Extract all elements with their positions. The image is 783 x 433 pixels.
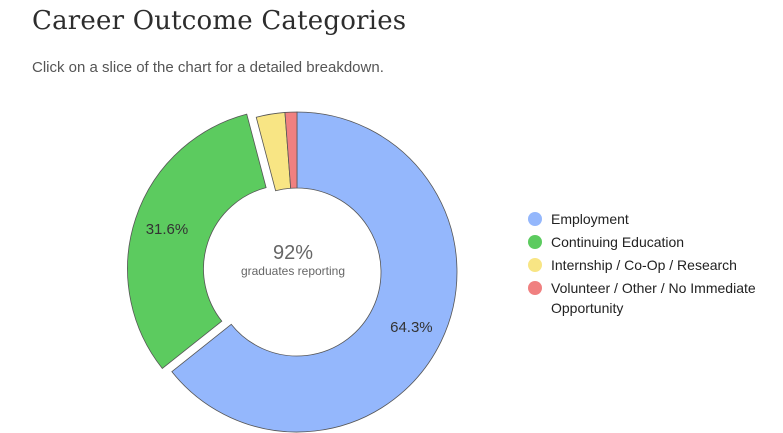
legend-label: Employment [551,211,629,227]
legend-item[interactable]: Volunteer / Other / No Immediate Opportu… [528,278,778,318]
center-label: graduates reporting [241,264,345,278]
slice-continuing-education[interactable] [127,113,267,370]
legend-item[interactable]: Employment [528,209,778,229]
legend-label: Continuing Education [551,234,685,250]
legend-label: Internship / Co-Op / Research [551,257,737,273]
center-value: 92% [273,242,313,264]
slice-data-label: 31.6% [146,221,189,238]
legend-swatch [528,281,542,295]
legend-label: Volunteer / Other / No Immediate Opportu… [551,280,756,316]
legend-item[interactable]: Continuing Education [528,232,778,252]
legend-item[interactable]: Internship / Co-Op / Research [528,255,778,275]
legend-swatch [528,258,542,272]
chart-legend: Employment Continuing Education Internship… [528,209,778,321]
slice-employment[interactable] [171,111,458,433]
legend-swatch [528,235,542,249]
slice-volunteer-other-no-immediate-opportunity[interactable] [284,111,298,189]
slice-data-label: 64.3% [390,319,433,336]
chart-title: Career Outcome Categories [32,6,407,36]
legend-swatch [528,212,542,226]
chart-subtitle: Click on a slice of the chart for a deta… [32,59,384,76]
